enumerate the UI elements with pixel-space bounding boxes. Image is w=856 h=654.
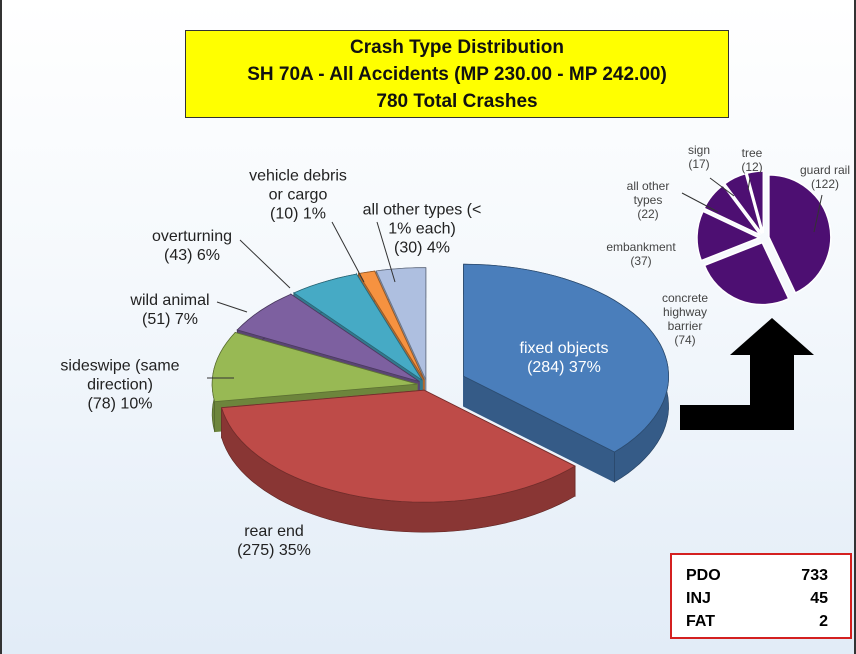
category-label: sign bbox=[687, 143, 710, 157]
category-label: vehicle debris or cargo bbox=[249, 167, 347, 204]
category-label: rear end bbox=[244, 523, 304, 540]
leader-line bbox=[813, 194, 823, 233]
cell-label: FAT bbox=[686, 613, 716, 630]
category-label: all other types (< 1% each) bbox=[362, 201, 482, 238]
slice bbox=[236, 293, 420, 382]
category-label: overturning bbox=[151, 228, 233, 245]
value-label: (10) 1% bbox=[269, 205, 327, 223]
value-label: (37) bbox=[630, 254, 652, 268]
value-label: (284) 37% bbox=[527, 359, 601, 376]
title: Crash Type Distribution bbox=[350, 37, 564, 58]
cell-value: 2 bbox=[819, 613, 828, 630]
value-label: (122) bbox=[810, 177, 839, 191]
leader-line bbox=[376, 221, 396, 283]
slice bbox=[696, 210, 761, 262]
value-label: (275) 35% bbox=[237, 542, 311, 559]
value-label: (22) bbox=[637, 207, 659, 221]
slice bbox=[211, 332, 418, 403]
cell-value: 45 bbox=[810, 590, 828, 607]
subtitle: 780 Total Crashes bbox=[376, 91, 538, 112]
arrow bbox=[680, 318, 814, 430]
data-label: all other types (< 1% each) (30) 4% bbox=[360, 201, 485, 258]
leader-line bbox=[216, 301, 248, 313]
category-label: sideswipe (same direction) bbox=[60, 357, 180, 394]
leader-line bbox=[709, 177, 735, 197]
category-label: wild animal bbox=[130, 292, 210, 309]
value-label: (43) 6% bbox=[163, 247, 221, 264]
slice bbox=[293, 273, 423, 381]
leader-line bbox=[681, 192, 719, 213]
value-label: (12) bbox=[741, 160, 763, 174]
slice bbox=[746, 170, 765, 234]
category-label: concrete highway barrier bbox=[661, 291, 709, 333]
table-row: FAT 2 bbox=[686, 610, 828, 633]
leader-line bbox=[331, 221, 365, 283]
slice bbox=[703, 184, 761, 236]
slice bbox=[375, 267, 427, 380]
value-label: (78) 10% bbox=[87, 395, 153, 413]
value-label: (51) 7% bbox=[141, 311, 199, 328]
subtitle: SH 70A - All Accidents (MP 230.00 - MP 2… bbox=[247, 64, 667, 85]
data-label: overturning (43) 6% bbox=[132, 227, 252, 265]
category-label: fixed objects bbox=[519, 340, 609, 357]
data-label: rear end (275) 35% bbox=[214, 522, 334, 560]
title-box: Crash Type Distribution SH 70A - All Acc… bbox=[185, 30, 729, 118]
data-label: vehicle debris or cargo (10) 1% bbox=[241, 167, 356, 224]
severity-table: PDO 733 INJ 45 FAT 2 bbox=[670, 553, 852, 639]
data-label: sign (17) bbox=[679, 143, 719, 171]
leader-line bbox=[239, 239, 291, 289]
data-label: tree (12) bbox=[732, 146, 772, 174]
cell-label: INJ bbox=[686, 590, 711, 607]
slice bbox=[768, 174, 832, 294]
cell-label: PDO bbox=[686, 567, 721, 584]
category-label: guard rail bbox=[799, 163, 851, 177]
data-label: embankment (37) bbox=[594, 240, 689, 268]
data-label: concrete highway barrier (74) bbox=[649, 291, 721, 347]
slice bbox=[221, 389, 576, 503]
data-label: sideswipe (same direction) (78) 10% bbox=[45, 357, 195, 414]
slice bbox=[703, 241, 790, 306]
data-label: all other types (22) bbox=[617, 179, 679, 221]
category-label: embankment bbox=[606, 240, 676, 254]
table-row: INJ 45 bbox=[686, 587, 828, 610]
slice bbox=[357, 270, 425, 381]
category-label: tree bbox=[741, 146, 763, 160]
data-label: guard rail (122) bbox=[785, 163, 854, 191]
value-label: (74) bbox=[674, 333, 696, 347]
value-label: (17) bbox=[688, 157, 710, 171]
slice bbox=[723, 172, 763, 234]
table-row: PDO 733 bbox=[686, 564, 828, 587]
category-label: all other types bbox=[626, 179, 670, 207]
data-label: wild animal (51) 7% bbox=[110, 291, 230, 329]
slice bbox=[463, 263, 670, 453]
leader-line bbox=[747, 177, 751, 191]
value-label: (30) 4% bbox=[393, 239, 451, 257]
data-label: fixed objects (284) 37% bbox=[494, 339, 634, 377]
cell-value: 733 bbox=[801, 567, 828, 584]
